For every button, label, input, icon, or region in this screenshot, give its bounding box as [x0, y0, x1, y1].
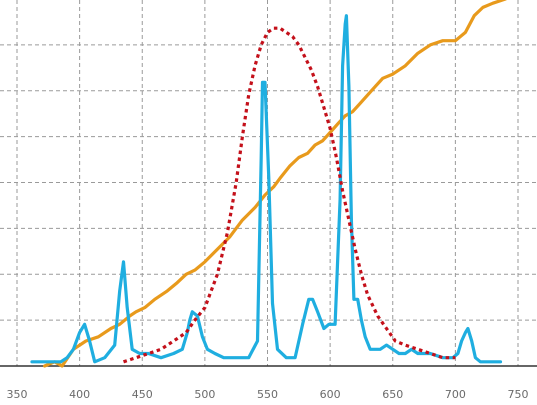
x-tick-label: 750: [508, 388, 529, 401]
x-tick-label: 400: [69, 388, 90, 401]
x-tick-label: 350: [7, 388, 28, 401]
x-tick-labels: 350 400 450 500 550 600 650 700 750: [7, 388, 529, 401]
x-tick-label: 700: [445, 388, 466, 401]
x-tick-label: 550: [257, 388, 278, 401]
series-line-2: [123, 26, 456, 364]
x-tick-label: 500: [194, 388, 215, 401]
x-tick-label: 450: [132, 388, 153, 401]
x-tick-label: 600: [320, 388, 341, 401]
series-lines: [30, 0, 507, 368]
series-line-1: [30, 14, 503, 364]
x-tick-label: 650: [382, 388, 403, 401]
grid-lines: [0, 0, 537, 366]
